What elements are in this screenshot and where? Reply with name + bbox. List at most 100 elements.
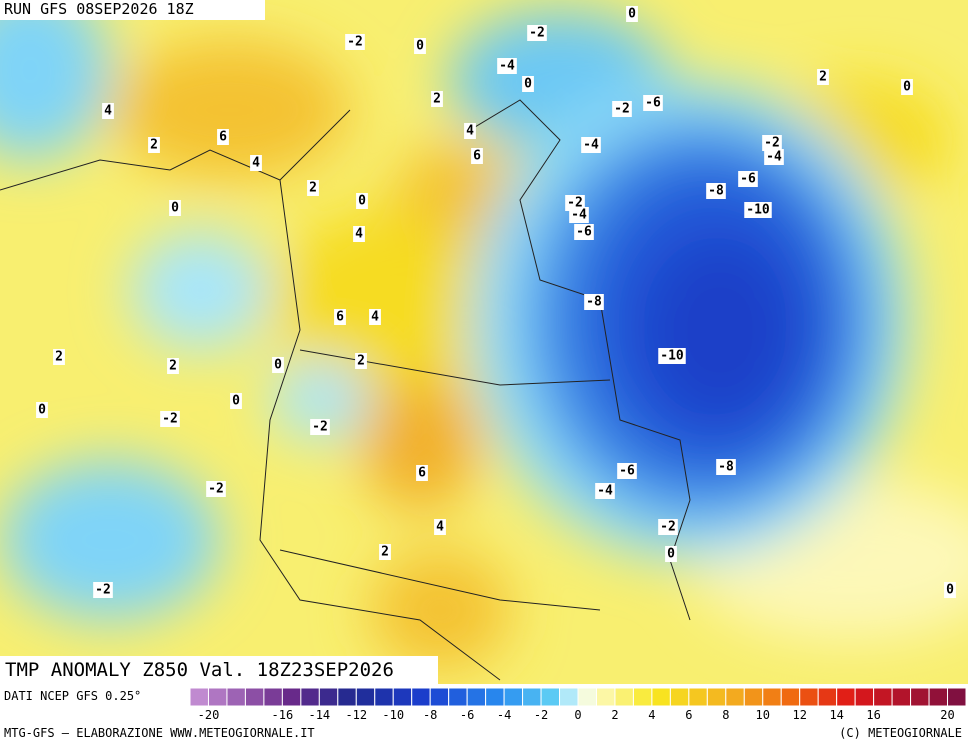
label-bg (764, 149, 784, 165)
colorbar-swatch (743, 687, 764, 707)
colorbar-swatch (854, 687, 875, 707)
colorbar-swatch (263, 687, 283, 707)
contour-label: 2 (381, 545, 389, 560)
colorbar-swatch (281, 687, 302, 707)
contour-label: 0 (524, 77, 532, 92)
run-box (0, 0, 265, 20)
colorbar-swatch (910, 687, 930, 707)
contour-label: -2 (660, 520, 676, 535)
contour-label: 4 (252, 156, 260, 171)
contour-label: -2 (208, 482, 224, 497)
title-box (0, 656, 438, 684)
contour-label: -10 (660, 349, 684, 364)
label-bg (353, 226, 365, 242)
colorbar-swatch (669, 687, 690, 707)
label-bg (901, 79, 913, 95)
colorbar-tick-label: 12 (792, 708, 806, 722)
coastline (0, 99, 691, 681)
label-bg (272, 357, 284, 373)
label-bg (345, 34, 365, 50)
colorbar-swatch (411, 687, 431, 707)
contour-label: -8 (718, 460, 734, 475)
contour-label: 0 (667, 547, 675, 562)
colorbar-swatch (799, 687, 819, 707)
colorbar-swatch (817, 687, 838, 707)
colorbar-swatch (651, 687, 671, 707)
label-bg (471, 148, 483, 164)
contour-label: -8 (586, 295, 602, 310)
colorbar-tick-label: 4 (648, 708, 655, 722)
colorbar-tick-label: 2 (611, 708, 618, 722)
label-bg (626, 6, 638, 22)
label-bg (379, 544, 391, 560)
colorbar-swatch (226, 687, 246, 707)
contour-label: 2 (150, 138, 158, 153)
contour-label: 2 (55, 350, 63, 365)
colorbar-swatch (762, 687, 782, 707)
contour-label: -6 (619, 464, 635, 479)
label-bg (944, 582, 956, 598)
label-bg (658, 519, 678, 535)
label-bg (102, 103, 114, 119)
colorbar-tick-label: 8 (722, 708, 729, 722)
contour-label: 0 (903, 80, 911, 95)
colorbar-tick-label: 6 (685, 708, 692, 722)
contour-label: -2 (614, 102, 630, 117)
contour-label: -6 (645, 96, 661, 111)
label-bg (464, 123, 476, 139)
contour-label: -4 (766, 150, 782, 165)
footer-right: (C) METEOGIORNALE (839, 726, 962, 740)
colorbar-tick-label: -12 (345, 708, 367, 722)
contour-label: -2 (529, 26, 545, 41)
contour-label: 4 (355, 227, 363, 242)
contour-label: -2 (347, 35, 363, 50)
contour-label: 0 (358, 194, 366, 209)
colorbar-swatch (448, 687, 468, 707)
colorbar-swatch (836, 687, 856, 707)
contour-label: 0 (274, 358, 282, 373)
colorbar-swatch (891, 687, 912, 707)
contour-label: -4 (597, 484, 613, 499)
label-bg (706, 183, 726, 199)
colorbar-tick-label: -8 (423, 708, 437, 722)
contour-label: -2 (162, 412, 178, 427)
contour-label: -2 (312, 420, 328, 435)
label-bg (356, 193, 368, 209)
colorbar-swatch (244, 687, 265, 707)
label-bg (584, 294, 604, 310)
label-bg (595, 483, 615, 499)
colorbar-swatch (947, 687, 967, 707)
label-bg (581, 137, 601, 153)
label-bg (167, 358, 179, 374)
label-bg (206, 481, 226, 497)
colorbar-swatch (688, 687, 708, 707)
contour-label: -2 (567, 196, 583, 211)
colorbar-swatch (725, 687, 745, 707)
colorbar-swatch (873, 687, 893, 707)
label-bg (217, 129, 229, 145)
label-bg (148, 137, 160, 153)
colorbar-swatch (614, 687, 634, 707)
label-bg (762, 135, 782, 151)
contour-label: -4 (499, 59, 515, 74)
colorbar-swatch (337, 687, 357, 707)
contour-label: 6 (219, 130, 227, 145)
colorbar-tick-label: 0 (574, 708, 581, 722)
colorbar-swatch (374, 687, 394, 707)
label-bg (817, 69, 829, 85)
colorbar-swatch (300, 687, 320, 707)
contour-label: 2 (357, 354, 365, 369)
label-bg (665, 546, 677, 562)
label-bg (431, 91, 443, 107)
colorbar-tick-label: 10 (756, 708, 770, 722)
colorbar-tick-label: -4 (497, 708, 511, 722)
source-label: DATI NCEP GFS 0.25° (4, 689, 141, 703)
colorbar-tick-label: -10 (382, 708, 404, 722)
contour-label: 0 (38, 403, 46, 418)
contour-label: 0 (171, 201, 179, 216)
colorbar-tick-label: 16 (866, 708, 880, 722)
label-bg (716, 459, 736, 475)
label-bg (93, 582, 113, 598)
contour-label: -2 (95, 583, 111, 598)
